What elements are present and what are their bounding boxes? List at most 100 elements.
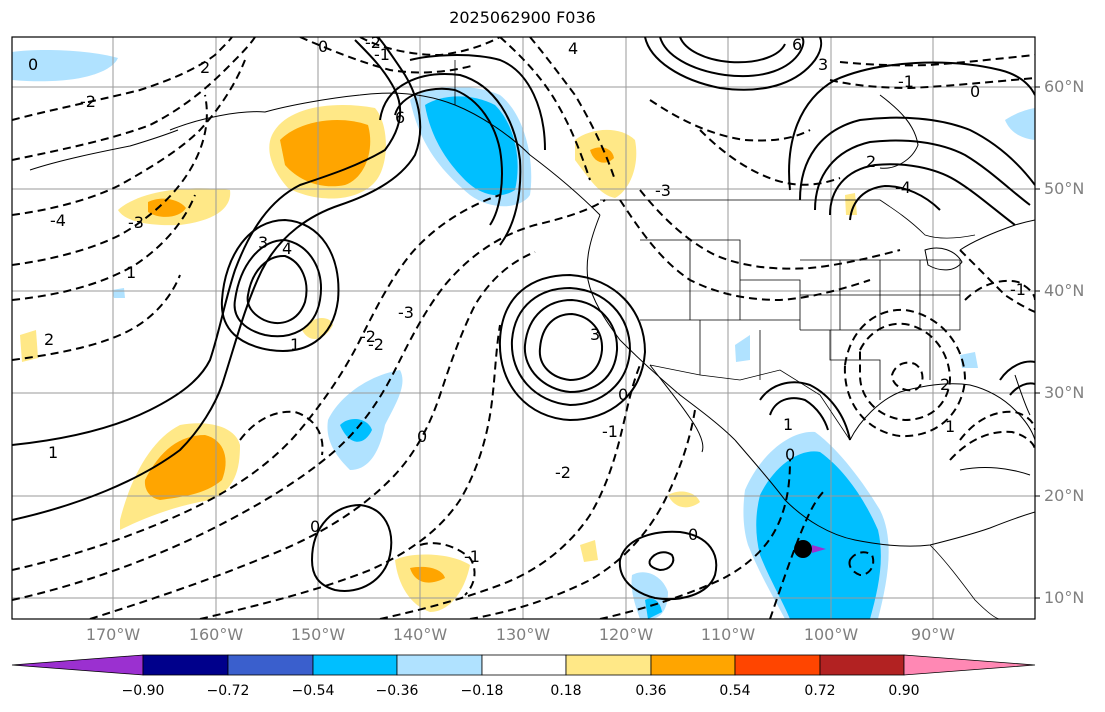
fill-pos-small3 (20, 330, 38, 362)
contour-pos-mex2 (769, 397, 829, 431)
lon-label: 140°W (392, 625, 448, 644)
contour-label: 6 (792, 35, 802, 54)
lat-label: 30°N (1044, 383, 1085, 402)
coast-mexico (734, 439, 1035, 547)
contour-pos-ne-1 (799, 116, 1035, 201)
contour-neg-6 (12, 274, 181, 361)
fill-pos-west-pacific-core (148, 198, 186, 217)
contour-neg-25 (843, 308, 967, 438)
contour-label: 0 (785, 445, 795, 464)
border-us-canada (600, 199, 976, 239)
contour-label: 6 (395, 108, 405, 127)
fill-pos-bc (575, 129, 637, 198)
contour-pos-ne-5 (788, 61, 1035, 191)
contour-pos-nw-5 (379, 73, 522, 246)
contour-label: -3 (128, 213, 144, 232)
contours-negative (12, 37, 1035, 619)
colorbar-tick-label: 0.54 (719, 683, 751, 699)
contour-neg-1 (12, 37, 233, 121)
colorbar-seg (819, 654, 905, 676)
contour-pos-nw-6 (394, 87, 503, 226)
colorbar-seg (142, 654, 229, 676)
contour-ring-3 (220, 218, 340, 352)
contour-label: -1 (374, 45, 390, 64)
contour-pos-2 (12, 37, 422, 521)
contour-neg-3 (12, 59, 246, 216)
contour-pos-nw-4 (409, 54, 546, 151)
contour-label: 0 (618, 385, 628, 404)
contour-label: 4 (568, 39, 578, 58)
contour-pos-ne-3 (829, 163, 1016, 226)
contour-label: -2 (368, 335, 384, 354)
contour-pos-south1 (618, 530, 718, 601)
lat-label: 10°N (1044, 588, 1085, 607)
contour-neg-16 (299, 37, 476, 74)
colorbar-tick-label: 0.72 (804, 683, 836, 699)
contour-neg-17 (359, 37, 501, 57)
coast-hudson (879, 94, 919, 169)
fill-neg-midpacific-core (340, 418, 372, 442)
storm-center-marker (794, 540, 812, 558)
colorbar-tick-label: 0.36 (635, 683, 667, 699)
coast-great-lakes (924, 247, 963, 271)
contour-neg-12 (469, 409, 696, 619)
colorbar-tick-label: −0.36 (375, 683, 419, 699)
contour-neg-31 (419, 542, 476, 596)
contour-pos-center-ring3 (538, 312, 604, 382)
coast-aleutians (29, 129, 179, 171)
contour-pos-center-ring1 (510, 286, 632, 407)
contour-label: 1 (48, 443, 58, 462)
states-4 (699, 320, 931, 400)
contour-neg-10 (199, 324, 501, 619)
contour-label: 2 (940, 375, 950, 394)
contour-ring-4-b (246, 254, 308, 324)
contour-neg-4 (12, 94, 208, 266)
colorbar-seg (734, 654, 821, 676)
contour-neg-13 (599, 459, 791, 619)
lat-label: 50°N (1044, 179, 1085, 198)
lon-label: 170°W (85, 625, 141, 644)
contour-neg-26 (890, 361, 924, 392)
lon-label: 160°W (188, 625, 244, 644)
coast-westcoast (586, 214, 736, 441)
colorbar-seg (650, 654, 736, 676)
contour-label: -2 (555, 463, 571, 482)
contour-neg-34 (964, 280, 1035, 301)
colorbar-tick-label: −0.54 (291, 683, 335, 699)
contour-label: -4 (895, 178, 911, 197)
contour-neg-2 (12, 37, 256, 161)
coast-bajacal (649, 364, 704, 453)
contour-label: -2 (80, 92, 96, 111)
colorbar-extend-low (11, 654, 144, 676)
fill-neg-small2 (960, 352, 978, 368)
contour-neg-8 (12, 194, 501, 571)
contours-positive (12, 37, 1035, 601)
contour-neg-28 (949, 430, 1035, 461)
contour-label: 0 (28, 55, 38, 74)
colorbar-extend-high (903, 654, 1036, 676)
contour-pos-east (999, 360, 1035, 381)
contour-pos-mex (759, 381, 851, 441)
contour-label: 2 (44, 330, 54, 349)
contour-label: -1 (898, 72, 914, 91)
fill-neg-midpacific (327, 370, 403, 470)
contour-pos-ne-2 (814, 139, 1031, 211)
contour-pos-ne-6 (644, 37, 823, 91)
contour-pos-south0 (310, 503, 393, 592)
contour-label: 3 (818, 55, 828, 74)
contour-pos-ne-8 (679, 37, 786, 64)
contour-label: 2 (200, 58, 210, 77)
contour-ring-4-a (233, 238, 322, 338)
fill-pos-small4 (580, 540, 598, 562)
colorbar-tick-label: 0.18 (550, 683, 582, 699)
contour-label: -2 (365, 33, 381, 52)
contour-neg-18 (619, 199, 871, 302)
contour-label: 1 (290, 335, 300, 354)
fill-pos-subtropic-core (144, 435, 226, 500)
lat-label: 60°N (1044, 77, 1085, 96)
colorbar (11, 654, 1036, 676)
contour-neg-32 (239, 410, 324, 456)
lon-label: 150°W (290, 625, 346, 644)
lon-label: 130°W (495, 625, 551, 644)
